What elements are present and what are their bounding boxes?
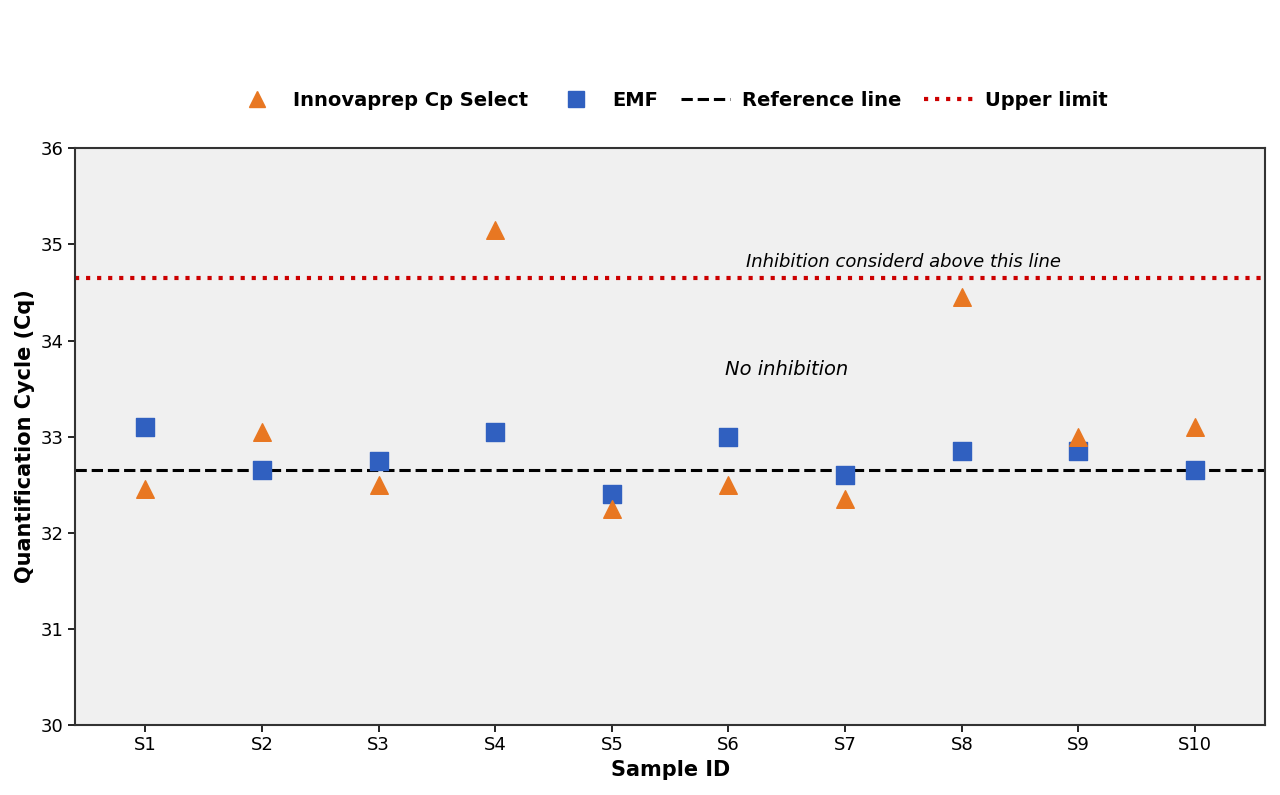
Point bbox=[718, 430, 739, 443]
Point bbox=[602, 488, 622, 501]
Point bbox=[951, 444, 972, 457]
Legend: Innovaprep Cp Select, EMF, Reference line, Upper limit: Innovaprep Cp Select, EMF, Reference lin… bbox=[225, 83, 1115, 118]
Point bbox=[485, 425, 506, 438]
Point bbox=[369, 454, 389, 467]
Point bbox=[136, 483, 156, 496]
Text: No inhibition: No inhibition bbox=[726, 360, 849, 379]
Point bbox=[1185, 463, 1206, 476]
Point bbox=[1185, 421, 1206, 433]
Point bbox=[485, 223, 506, 236]
Point bbox=[951, 291, 972, 304]
Text: Inhibition considerd above this line: Inhibition considerd above this line bbox=[746, 254, 1061, 271]
Point bbox=[835, 468, 855, 481]
Point bbox=[1068, 430, 1088, 443]
Point bbox=[602, 502, 622, 515]
Point bbox=[252, 425, 273, 438]
Y-axis label: Quantification Cycle (Cq): Quantification Cycle (Cq) bbox=[15, 289, 35, 584]
Point bbox=[1068, 444, 1088, 457]
Point bbox=[718, 479, 739, 491]
X-axis label: Sample ID: Sample ID bbox=[611, 760, 730, 780]
Point bbox=[369, 479, 389, 491]
Point bbox=[252, 463, 273, 476]
Point bbox=[136, 421, 156, 433]
Point bbox=[835, 493, 855, 506]
